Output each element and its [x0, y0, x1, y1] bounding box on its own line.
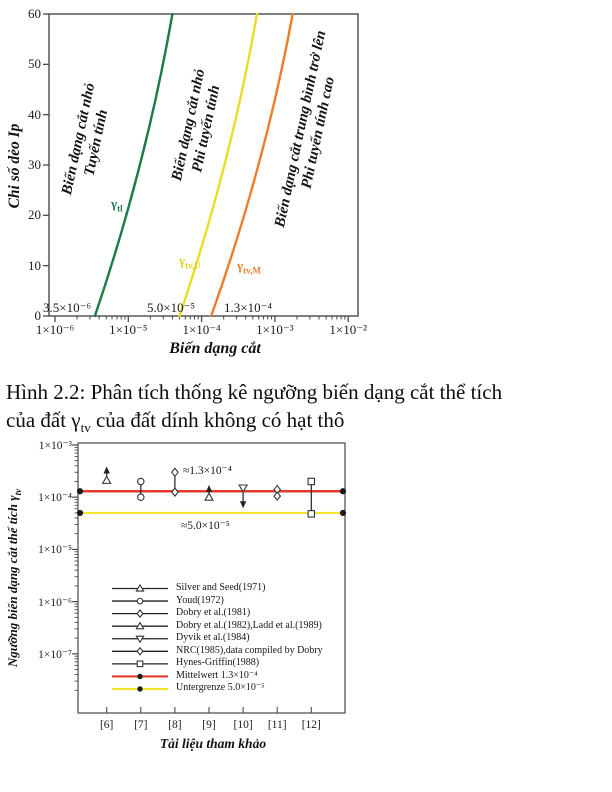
- data-point-[6]-arrow-up: [103, 466, 110, 474]
- top-y-tick-label: 60: [28, 6, 41, 21]
- data-point-[8]-marker-low: [170, 487, 179, 498]
- bot-y-tick-label: 1×10⁻⁷: [38, 648, 72, 661]
- curve-label-gamma-tvU: γtv,U: [179, 253, 201, 271]
- legend-label-5: NRC(1985),data compiled by Dobry: [176, 644, 323, 656]
- legend-label-7: Mittelwert 1.3×10⁻⁴: [176, 669, 258, 681]
- legend-label-2: Dobry et al.(1981): [176, 607, 251, 619]
- top-y-tick-label: 10: [28, 257, 41, 273]
- figure-caption-line1: Hình 2.2: Phân tích thống kê ngưỡng biến…: [6, 380, 503, 404]
- data-point-[10]-marker: [238, 484, 249, 494]
- curve-label-gamma-tvM: γtv,M: [237, 258, 261, 276]
- legend-marker-2: [136, 609, 144, 619]
- mean-line-annotation: ≈1.3×10⁻⁴: [183, 465, 232, 477]
- legend-label-4: Dyvik et al.(1984): [176, 632, 250, 644]
- top-chart-x-axis-title: Biến dạng cắt: [169, 340, 261, 357]
- legend-marker-5: [136, 646, 144, 656]
- threshold-curve-0: [93, 12, 174, 318]
- zone-label-nonlinear: Biến dạng cắt nhỏ Phi tuyến tính: [169, 67, 223, 183]
- mean_line-right-dot: [339, 488, 347, 495]
- top-x-tick-label: 1×10⁻⁶: [35, 322, 75, 337]
- legend-label-1: Youd(1972): [176, 594, 224, 606]
- threshold-annotation-5-0e-5: 5.0×10⁻⁵: [147, 300, 195, 315]
- legend-marker-1: [136, 597, 144, 605]
- top-x-tick-label: 1×10⁻⁴: [182, 322, 221, 337]
- top-y-tick-label: 20: [28, 207, 41, 223]
- figure-caption-line2: của đất γtv của đất dính không có hạt th…: [6, 407, 345, 435]
- data-point-[11]-marker-high: [273, 484, 282, 495]
- bot-y-tick-label: 1×10⁻⁴: [38, 492, 72, 505]
- top-y-tick-label: 30: [28, 157, 41, 172]
- data-point-[8]-marker-high: [170, 467, 179, 478]
- bot-category-label: [11]: [267, 719, 287, 731]
- lower_line-left-dot: [76, 509, 84, 517]
- threshold-annotation-1-3e-4: 1.3×10⁻⁴: [224, 300, 272, 315]
- top-x-tick-label: 1×10⁻³: [256, 322, 294, 337]
- threshold-annotation-3-5e-6: 3.5×10⁻⁶: [43, 300, 91, 315]
- top-y-tick-label: 40: [28, 106, 41, 122]
- data-point-[6]-marker: [101, 475, 112, 484]
- top-y-tick-label: 0: [34, 308, 42, 323]
- top-x-tick-label: 1×10⁻⁵: [109, 322, 148, 337]
- bot-y-tick-label: 1×10⁻³: [38, 440, 72, 452]
- legend-marker-6: [136, 660, 144, 668]
- figure-caption: Hình 2.2: Phân tích thống kê ngưỡng biến…: [6, 379, 606, 441]
- legend-label-0: Silver and Seed(1971): [176, 582, 266, 593]
- bottom-chart-x-axis-title: Tài liệu tham khảo: [159, 736, 267, 751]
- bot-y-tick-label: 1×10⁻⁵: [38, 544, 72, 557]
- legend-label-3: Dobry et al.(1982),Ladd et al.(1989): [176, 619, 322, 631]
- legend-marker-7: [137, 673, 143, 680]
- data-point-[12]-marker-high: [307, 477, 316, 486]
- legend-marker-8: [137, 686, 143, 692]
- legend-marker-3: [135, 621, 145, 630]
- lower-line-annotation: ≈5.0×10⁻⁵: [181, 520, 230, 532]
- bot-category-label: [12]: [301, 719, 321, 731]
- bot-category-label: [7]: [134, 719, 148, 731]
- legend-marker-4: [135, 635, 145, 644]
- data-point-[9]-marker: [204, 492, 214, 501]
- bot-category-label: [10]: [233, 719, 253, 731]
- bot-category-label: [9]: [202, 719, 216, 731]
- bot-y-tick-label: 1×10⁻⁶: [38, 596, 72, 609]
- lower_line-right-dot: [339, 509, 347, 517]
- zone-label-linear: Biến dạng cắt nhỏ Tuyến tính: [59, 81, 111, 197]
- bot-category-label: [8]: [168, 719, 182, 731]
- top-x-tick-label: 1×10⁻²: [329, 322, 367, 337]
- data-point-[9]-arrow-up: [205, 485, 213, 493]
- curve-label-gamma-tl: γtl: [111, 196, 123, 214]
- data-point-[7]-marker-high: [137, 477, 145, 486]
- legend-label-6: Hynes-Griffin(1988): [176, 657, 260, 669]
- zone-label-highly-nonlinear: Biến dạng cắt trung bình trở lên Phi tuy…: [272, 29, 338, 229]
- data-point-[7]-marker-low: [137, 493, 145, 501]
- data-point-[10]-arrow-down: [239, 501, 247, 509]
- data-point-[12]-marker-low: [307, 510, 316, 518]
- mean_line-left-dot: [76, 488, 84, 495]
- bottom-chart-y-axis-title: Ngưỡng biến dạng cắt thể tích γtv: [5, 488, 23, 668]
- legend-label-8: Untergrenze 5.0×10⁻⁵: [176, 682, 265, 694]
- legend-marker-0: [135, 583, 145, 592]
- bot-category-label: [6]: [99, 719, 114, 731]
- data-point-[11]-marker-low: [273, 491, 282, 501]
- top-y-tick-label: 50: [28, 56, 41, 72]
